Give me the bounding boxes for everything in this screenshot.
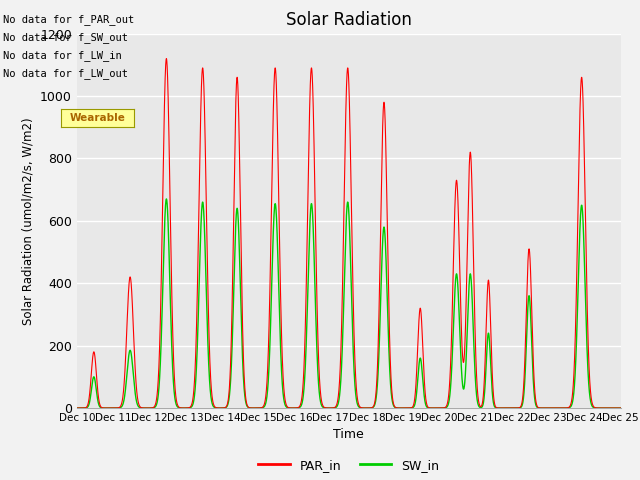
Text: No data for f_SW_out: No data for f_SW_out [3, 32, 128, 43]
Legend: PAR_in, SW_in: PAR_in, SW_in [253, 454, 444, 477]
Text: No data for f_LW_in: No data for f_LW_in [3, 50, 122, 61]
Text: Wearable: Wearable [70, 113, 125, 123]
Title: Solar Radiation: Solar Radiation [286, 11, 412, 29]
X-axis label: Time: Time [333, 429, 364, 442]
Y-axis label: Solar Radiation (umol/m2/s, W/m2): Solar Radiation (umol/m2/s, W/m2) [22, 117, 35, 324]
Text: No data for f_LW_out: No data for f_LW_out [3, 68, 128, 79]
Text: No data for f_PAR_out: No data for f_PAR_out [3, 13, 134, 24]
